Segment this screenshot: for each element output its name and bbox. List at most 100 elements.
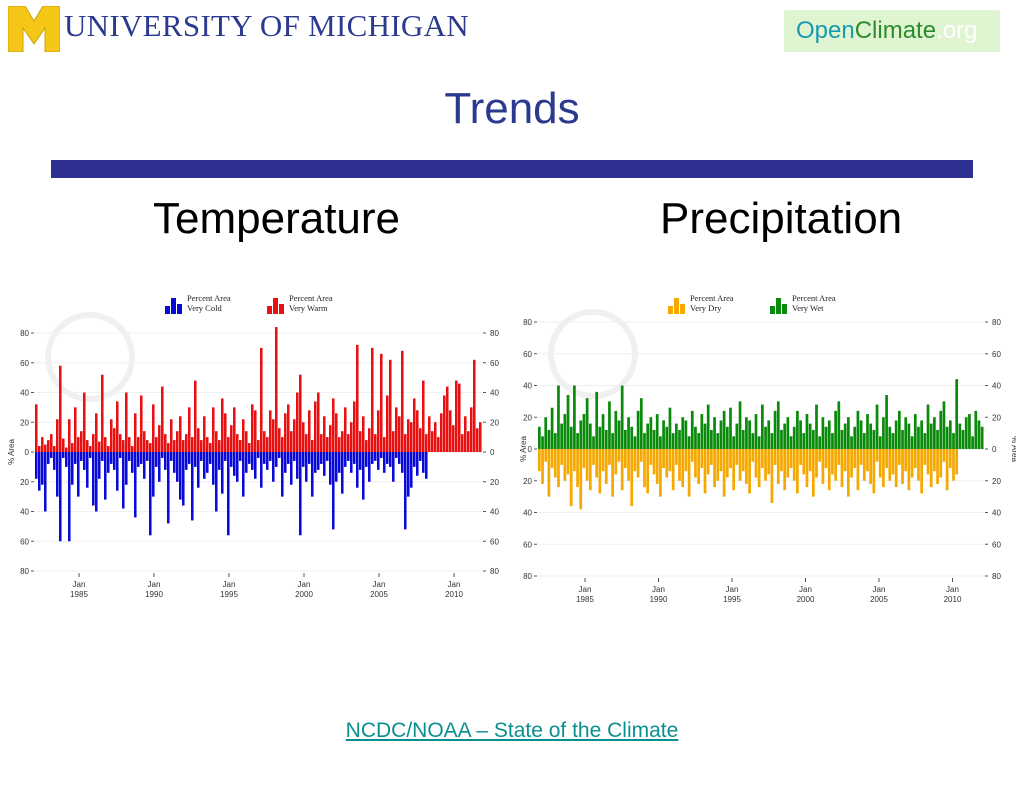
bar bbox=[620, 385, 624, 449]
bar bbox=[633, 449, 637, 472]
series-1 bbox=[538, 449, 959, 510]
bar bbox=[227, 437, 230, 453]
bar bbox=[278, 428, 281, 452]
bar bbox=[374, 434, 377, 452]
bar bbox=[110, 419, 113, 453]
bar bbox=[821, 449, 825, 484]
bar bbox=[179, 452, 182, 500]
bar bbox=[68, 452, 71, 542]
bar bbox=[134, 452, 137, 518]
bar bbox=[544, 417, 548, 449]
x-tick-label-month: Jan bbox=[298, 580, 311, 589]
legend-label-line2: Very Warm bbox=[289, 303, 328, 313]
bar bbox=[837, 449, 841, 465]
slide-title: Trends bbox=[444, 84, 580, 133]
bar bbox=[185, 434, 188, 452]
bar bbox=[786, 449, 790, 478]
bar bbox=[266, 452, 269, 470]
bar bbox=[197, 428, 200, 452]
bar bbox=[98, 441, 101, 452]
legend-label-line1: Percent Area bbox=[690, 293, 734, 303]
bar bbox=[799, 449, 802, 465]
bar bbox=[443, 395, 446, 452]
bar bbox=[170, 452, 173, 461]
bar bbox=[878, 449, 882, 478]
bar bbox=[757, 436, 761, 449]
bar bbox=[245, 452, 248, 473]
bar bbox=[296, 452, 299, 479]
bar bbox=[582, 414, 586, 449]
bar bbox=[652, 429, 656, 449]
bar bbox=[802, 433, 806, 450]
bar bbox=[678, 449, 681, 481]
bar bbox=[194, 380, 197, 452]
bar bbox=[713, 417, 716, 449]
bar bbox=[767, 449, 771, 475]
bar bbox=[888, 426, 892, 449]
bar bbox=[732, 436, 736, 449]
bar bbox=[38, 446, 41, 452]
bar bbox=[209, 443, 212, 452]
bar bbox=[161, 452, 164, 458]
bar bbox=[350, 422, 353, 452]
bar bbox=[942, 449, 946, 462]
bar bbox=[461, 434, 464, 452]
bar bbox=[815, 449, 818, 478]
bar bbox=[789, 449, 793, 469]
bar bbox=[362, 452, 365, 500]
bar bbox=[805, 449, 809, 488]
bar bbox=[907, 423, 911, 449]
bar bbox=[643, 449, 646, 488]
bar bbox=[958, 423, 962, 449]
bar bbox=[344, 407, 347, 453]
bar bbox=[125, 452, 128, 485]
bar bbox=[146, 452, 149, 461]
bar bbox=[41, 437, 44, 453]
bar bbox=[155, 437, 158, 453]
bar bbox=[68, 419, 71, 453]
bar bbox=[901, 429, 904, 449]
bar bbox=[224, 413, 227, 452]
bar bbox=[811, 429, 815, 449]
bar bbox=[293, 419, 296, 453]
bar bbox=[233, 407, 236, 453]
legend-swatch bbox=[273, 298, 278, 314]
bar bbox=[741, 429, 745, 449]
bar bbox=[140, 452, 143, 464]
bar bbox=[576, 449, 579, 488]
bar bbox=[83, 392, 86, 452]
bar bbox=[290, 431, 293, 452]
x-tick-label-year: 2010 bbox=[944, 595, 962, 604]
y-tick-label-right: 0 bbox=[490, 448, 495, 457]
bar bbox=[392, 431, 395, 452]
bar bbox=[281, 437, 284, 453]
bar bbox=[544, 449, 548, 462]
bar bbox=[595, 449, 599, 478]
bar bbox=[233, 452, 236, 476]
bar bbox=[936, 429, 939, 449]
bar bbox=[383, 437, 386, 453]
y-tick-label-right: 0 bbox=[992, 445, 997, 454]
bar bbox=[347, 452, 350, 461]
x-tick-label-month: Jan bbox=[726, 585, 739, 594]
bar bbox=[815, 404, 818, 449]
bar bbox=[942, 401, 946, 450]
bar bbox=[933, 417, 936, 449]
bar bbox=[684, 449, 688, 472]
bar bbox=[56, 419, 59, 453]
bar bbox=[948, 449, 952, 469]
bar bbox=[200, 452, 203, 461]
bar bbox=[323, 416, 326, 452]
bar bbox=[659, 436, 662, 449]
source-link[interactable]: NCDC/NOAA – State of the Climate bbox=[345, 719, 679, 742]
bar bbox=[945, 449, 949, 491]
bar bbox=[862, 449, 866, 481]
bar bbox=[818, 449, 822, 462]
bar bbox=[308, 452, 311, 464]
bar bbox=[541, 436, 544, 449]
bar bbox=[961, 429, 965, 449]
bar bbox=[627, 417, 630, 449]
bar bbox=[751, 433, 755, 450]
bar bbox=[50, 452, 53, 458]
y-tick-label-left: 80 bbox=[523, 572, 532, 581]
